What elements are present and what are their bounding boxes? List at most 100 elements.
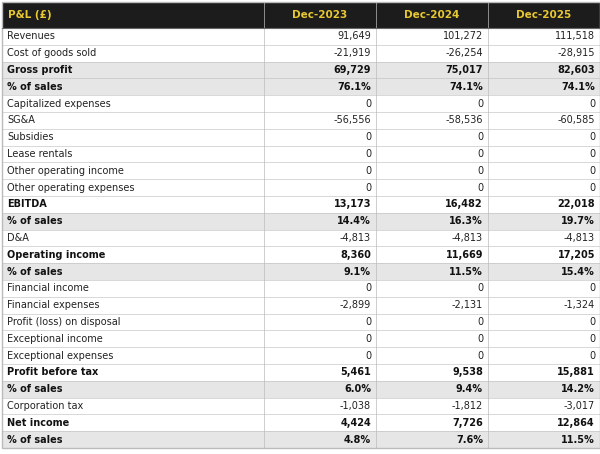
Bar xyxy=(2,398,600,415)
Bar xyxy=(2,112,600,129)
Text: Capitalized expenses: Capitalized expenses xyxy=(7,99,111,109)
Text: % of sales: % of sales xyxy=(7,434,62,444)
Text: 16.3%: 16.3% xyxy=(449,216,483,226)
Text: 0: 0 xyxy=(589,99,595,109)
Text: 5,461: 5,461 xyxy=(340,367,371,377)
Text: 0: 0 xyxy=(365,132,371,142)
Text: Dec-2024: Dec-2024 xyxy=(404,10,460,20)
Bar xyxy=(2,331,600,347)
Text: 74.1%: 74.1% xyxy=(561,82,595,92)
Text: 0: 0 xyxy=(365,317,371,327)
Bar xyxy=(2,297,600,314)
Text: 4.8%: 4.8% xyxy=(344,434,371,444)
Text: Dec-2023: Dec-2023 xyxy=(292,10,347,20)
Text: 0: 0 xyxy=(477,166,483,176)
Text: -58,536: -58,536 xyxy=(445,115,483,125)
Text: 0: 0 xyxy=(365,99,371,109)
Bar xyxy=(2,95,600,112)
Text: 0: 0 xyxy=(477,283,483,293)
Text: % of sales: % of sales xyxy=(7,216,62,226)
Text: P&L (£): P&L (£) xyxy=(8,10,52,20)
Text: -1,812: -1,812 xyxy=(452,401,483,411)
Text: Profit before tax: Profit before tax xyxy=(7,367,98,377)
Text: 82,603: 82,603 xyxy=(557,65,595,75)
Text: Operating income: Operating income xyxy=(7,250,106,260)
Text: Financial income: Financial income xyxy=(7,283,89,293)
Text: 0: 0 xyxy=(477,334,483,344)
Text: 0: 0 xyxy=(477,149,483,159)
Text: 11.5%: 11.5% xyxy=(449,266,483,276)
Text: -21,919: -21,919 xyxy=(334,48,371,58)
Text: 0: 0 xyxy=(589,132,595,142)
Text: -1,038: -1,038 xyxy=(340,401,371,411)
Text: SG&A: SG&A xyxy=(7,115,35,125)
Text: 0: 0 xyxy=(365,334,371,344)
Text: Exceptional income: Exceptional income xyxy=(7,334,103,344)
Text: 13,173: 13,173 xyxy=(334,199,371,209)
Text: 16,482: 16,482 xyxy=(445,199,483,209)
Text: 0: 0 xyxy=(477,183,483,192)
Text: Exceptional expenses: Exceptional expenses xyxy=(7,350,113,360)
Text: 111,518: 111,518 xyxy=(555,31,595,41)
Text: -4,813: -4,813 xyxy=(452,233,483,243)
Bar xyxy=(2,213,600,230)
Bar xyxy=(2,347,600,364)
Text: 101,272: 101,272 xyxy=(443,31,483,41)
Text: 0: 0 xyxy=(589,334,595,344)
Text: 15,881: 15,881 xyxy=(557,367,595,377)
Text: -4,813: -4,813 xyxy=(564,233,595,243)
Text: EBITDA: EBITDA xyxy=(7,199,47,209)
Text: -4,813: -4,813 xyxy=(340,233,371,243)
Text: Gross profit: Gross profit xyxy=(7,65,73,75)
Text: 0: 0 xyxy=(589,283,595,293)
Text: 0: 0 xyxy=(589,183,595,192)
Text: Revenues: Revenues xyxy=(7,31,55,41)
Bar xyxy=(2,45,600,62)
Text: 76.1%: 76.1% xyxy=(337,82,371,92)
Text: Lease rentals: Lease rentals xyxy=(7,149,73,159)
Bar xyxy=(2,2,600,28)
Text: Cost of goods sold: Cost of goods sold xyxy=(7,48,96,58)
Text: 9.4%: 9.4% xyxy=(456,384,483,394)
Text: 0: 0 xyxy=(477,350,483,360)
Bar xyxy=(2,163,600,179)
Text: 7.6%: 7.6% xyxy=(456,434,483,444)
Text: Dec-2025: Dec-2025 xyxy=(517,10,572,20)
Bar xyxy=(2,364,600,381)
Text: 69,729: 69,729 xyxy=(334,65,371,75)
Bar xyxy=(2,146,600,163)
Text: 9.1%: 9.1% xyxy=(344,266,371,276)
Text: -28,915: -28,915 xyxy=(557,48,595,58)
Bar xyxy=(2,314,600,331)
Text: 0: 0 xyxy=(477,317,483,327)
Text: 19.7%: 19.7% xyxy=(561,216,595,226)
Text: 6.0%: 6.0% xyxy=(344,384,371,394)
Text: -3,017: -3,017 xyxy=(564,401,595,411)
Text: Financial expenses: Financial expenses xyxy=(7,300,100,310)
Text: Corporation tax: Corporation tax xyxy=(7,401,83,411)
Text: 0: 0 xyxy=(589,166,595,176)
Text: 0: 0 xyxy=(477,132,483,142)
Text: -56,556: -56,556 xyxy=(334,115,371,125)
Text: 17,205: 17,205 xyxy=(557,250,595,260)
Text: Net income: Net income xyxy=(7,418,69,428)
Bar xyxy=(2,230,600,247)
Bar xyxy=(2,196,600,213)
Text: 0: 0 xyxy=(365,166,371,176)
Text: 7,726: 7,726 xyxy=(452,418,483,428)
Text: % of sales: % of sales xyxy=(7,266,62,276)
Text: 0: 0 xyxy=(589,350,595,360)
Bar xyxy=(2,415,600,431)
Bar xyxy=(2,129,600,146)
Text: 14.2%: 14.2% xyxy=(561,384,595,394)
Text: 15.4%: 15.4% xyxy=(561,266,595,276)
Text: Subsidies: Subsidies xyxy=(7,132,53,142)
Text: 12,864: 12,864 xyxy=(557,418,595,428)
Text: 8,360: 8,360 xyxy=(340,250,371,260)
Text: 0: 0 xyxy=(365,183,371,192)
Text: 74.1%: 74.1% xyxy=(449,82,483,92)
Text: -1,324: -1,324 xyxy=(564,300,595,310)
Text: -60,585: -60,585 xyxy=(557,115,595,125)
Bar xyxy=(2,263,600,280)
Text: Profit (loss) on disposal: Profit (loss) on disposal xyxy=(7,317,121,327)
